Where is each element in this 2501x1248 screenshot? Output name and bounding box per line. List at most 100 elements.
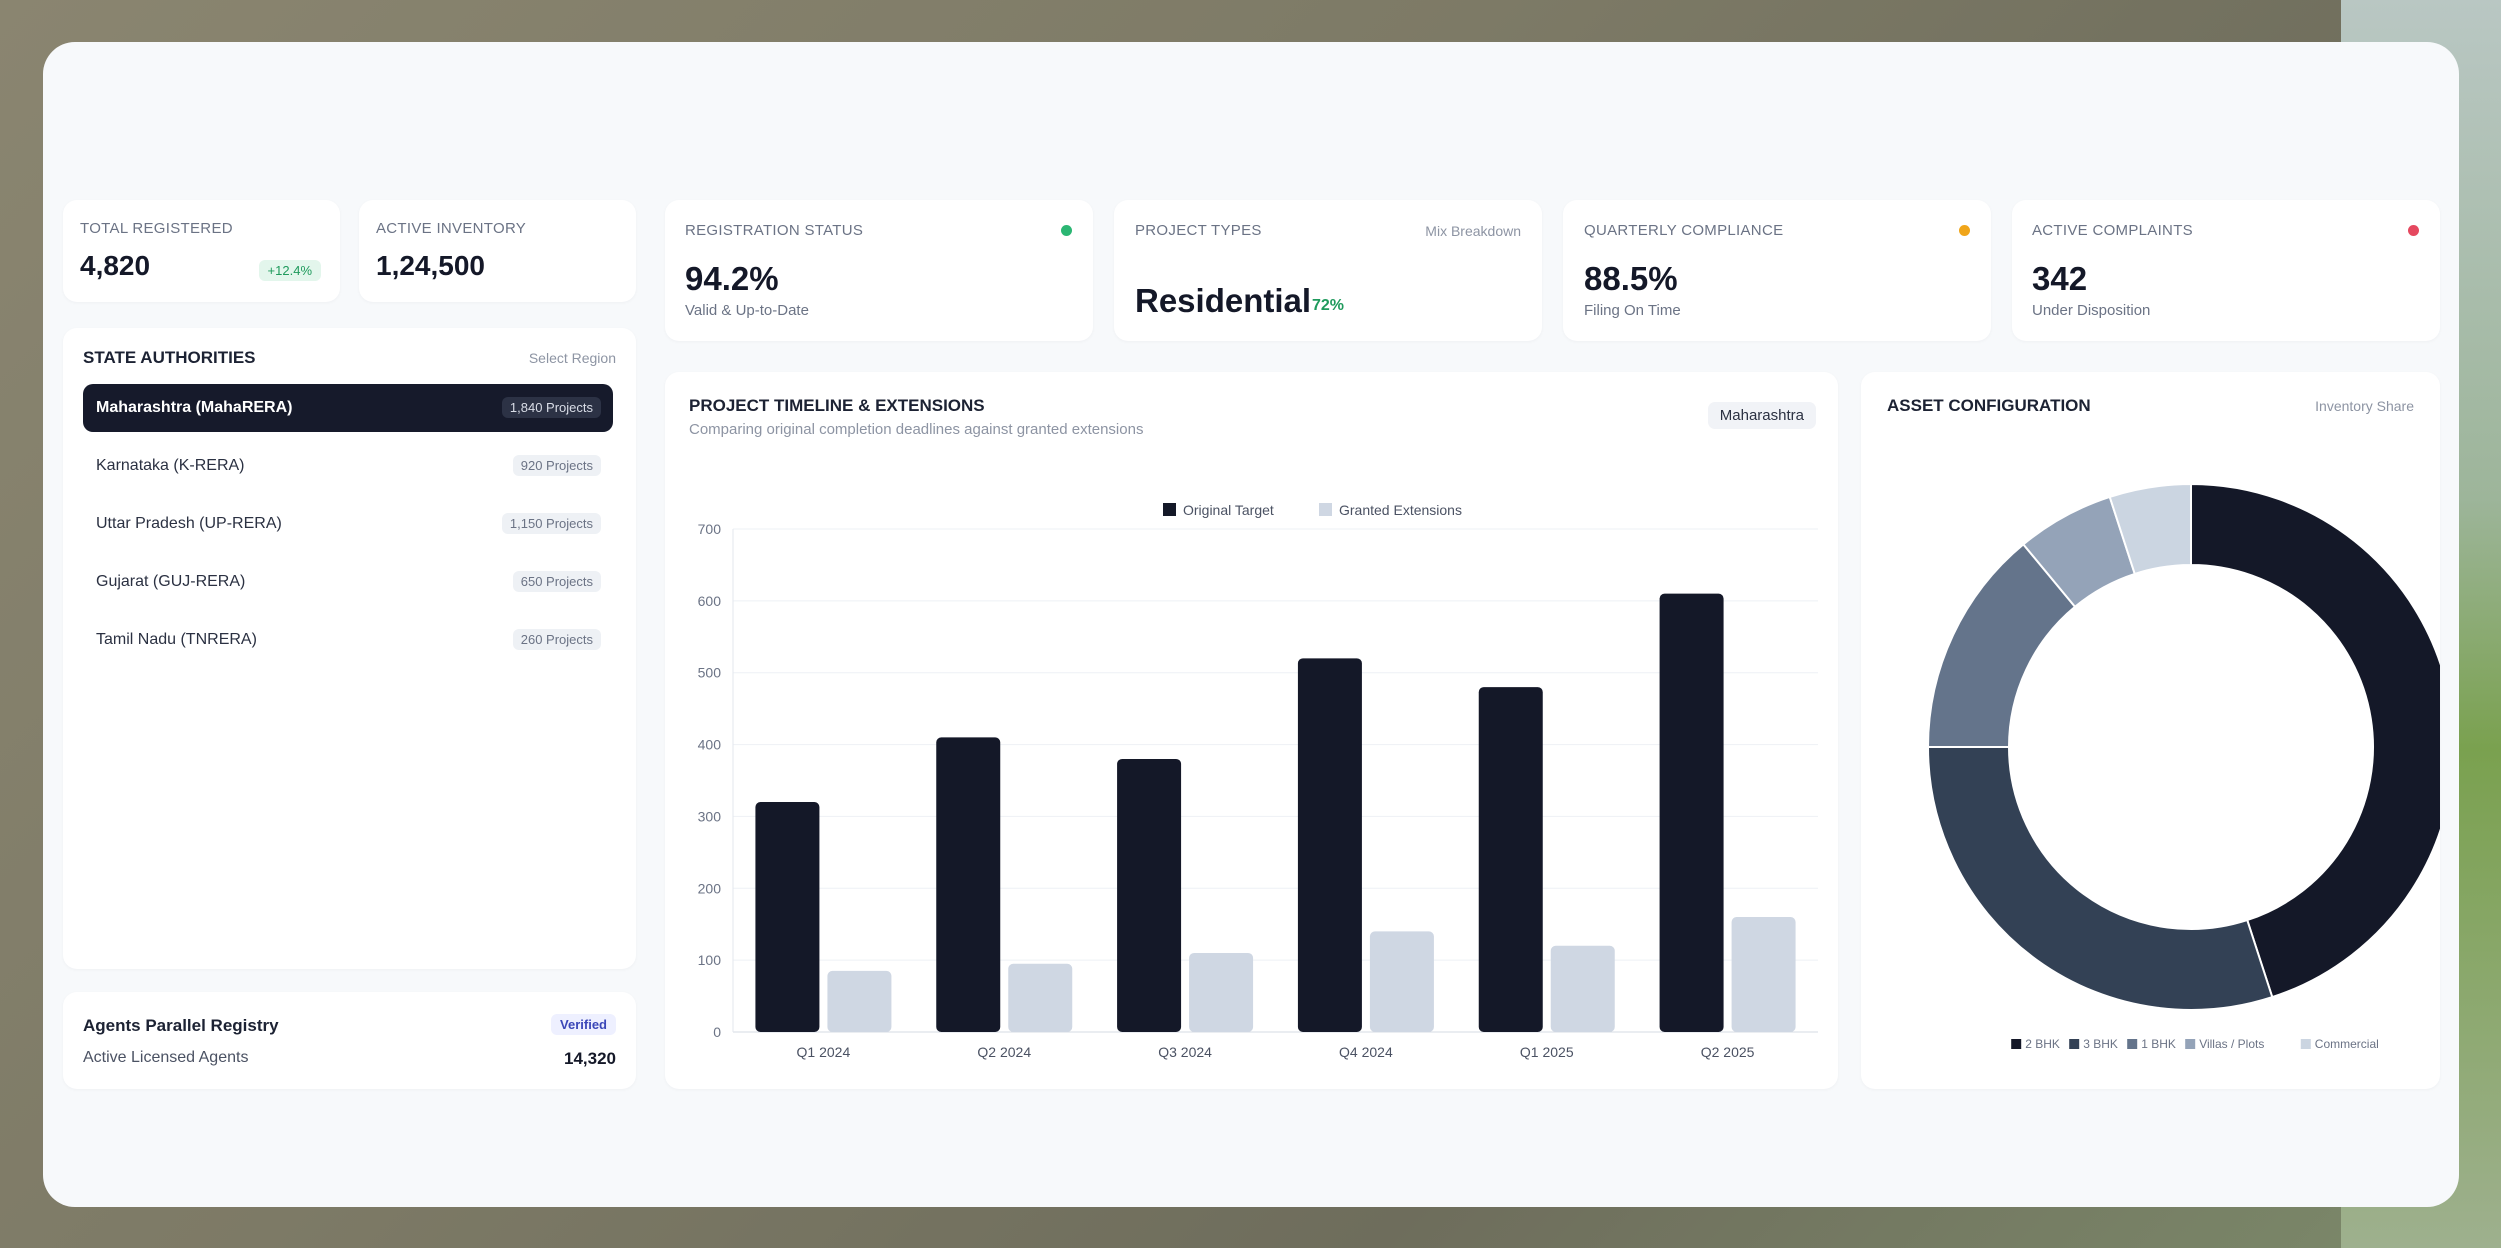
kpi-value: 88.5%: [1584, 260, 1678, 297]
legend-swatch: [2300, 1039, 2311, 1049]
bar-original-target: [936, 737, 1001, 1032]
legend-swatch: [2069, 1039, 2080, 1049]
kpi-label: PROJECT TYPES: [1135, 222, 1262, 239]
legend-swatch: [2127, 1039, 2138, 1049]
state-name: Karnataka (K-RERA): [96, 457, 245, 474]
chart-legend: Original Target Granted Extensions: [1163, 502, 1462, 518]
growth-badge: +12.4%: [258, 260, 321, 281]
project-timeline-card: PROJECT TIMELINE & EXTENSIONS Comparing …: [665, 372, 1838, 1089]
project-count-badge: 650 Projects: [512, 571, 601, 592]
state-name: Uttar Pradesh (UP-RERA): [96, 515, 282, 532]
agents-label: Active Licensed Agents: [83, 1049, 249, 1066]
bar-granted-extensions: [1189, 952, 1254, 1032]
donut-slice: [2108, 482, 2192, 576]
asset-donut-chart: 2 BHK 3 BHK 1 BHK Villas / Plots Commercial: [1926, 482, 2440, 1051]
project-count-badge: 260 Projects: [512, 629, 601, 650]
state-item-tamil-nadu[interactable]: Tamil Nadu (TNRERA) 260 Projects: [83, 616, 613, 664]
bar-original-target: [1659, 593, 1724, 1032]
status-dot: [1061, 225, 1072, 236]
donut-slice: [2190, 482, 2440, 999]
legend-swatch: [1319, 503, 1332, 516]
kpi-label: ACTIVE INVENTORY: [376, 220, 527, 237]
x-tick-label: Q1 2025: [1520, 1044, 1574, 1060]
kpi-value: 4,820: [80, 250, 151, 281]
legend-label: Commercial: [2315, 1037, 2379, 1051]
kpi-label: ACTIVE COMPLAINTS: [2032, 222, 2193, 239]
x-tick-label: Q2 2024: [977, 1044, 1031, 1060]
verified-badge: Verified: [551, 1014, 616, 1035]
donut-title: ASSET CONFIGURATION: [1887, 396, 2091, 415]
select-region-link[interactable]: Select Region: [528, 350, 616, 366]
x-tick-label: Q4 2024: [1339, 1044, 1393, 1060]
donut-slice: [1926, 746, 2274, 1011]
legend-swatch: [1163, 503, 1176, 516]
kpi-value: 1,24,500: [376, 250, 485, 281]
bar-granted-extensions: [1008, 963, 1073, 1032]
kpi-caption: Under Disposition: [2032, 302, 2151, 319]
bar-original-target: [1297, 658, 1362, 1032]
state-name: Gujarat (GUJ-RERA): [96, 573, 246, 590]
bar-original-target: [1478, 687, 1543, 1032]
y-tick-label: 700: [698, 521, 722, 537]
project-count-badge: 1,150 Projects: [501, 513, 601, 534]
state-name: Maharashtra (MahaRERA): [96, 399, 293, 416]
kpi-label: REGISTRATION STATUS: [685, 222, 864, 239]
kpi-total-registered: TOTAL REGISTERED 4,820 +12.4%: [63, 200, 340, 302]
state-item-maharashtra[interactable]: Maharashtra (MahaRERA) 1,840 Projects: [83, 384, 613, 432]
kpi-value: 94.2%: [685, 260, 779, 297]
agents-value: 14,320: [564, 1049, 616, 1068]
y-tick-label: 600: [698, 593, 722, 609]
bar-granted-extensions: [827, 970, 892, 1032]
status-dot: [2408, 225, 2419, 236]
mix-breakdown-label: Mix Breakdown: [1425, 223, 1521, 239]
state-name: Tamil Nadu (TNRERA): [96, 631, 257, 648]
x-tick-label: Q3 2024: [1158, 1044, 1212, 1060]
kpi-value: Residential: [1135, 282, 1312, 319]
status-dot: [1959, 225, 1970, 236]
bar-granted-extensions: [1369, 931, 1434, 1032]
agents-registry-card: Agents Parallel Registry Verified Active…: [63, 992, 636, 1089]
inventory-share-label: Inventory Share: [2315, 398, 2414, 414]
kpi-value: 342: [2032, 260, 2088, 297]
legend-label: 1 BHK: [2141, 1037, 2176, 1051]
kpi-percent: 72%: [1312, 297, 1345, 314]
agents-title: Agents Parallel Registry: [83, 1016, 279, 1035]
y-tick-label: 500: [698, 665, 722, 681]
kpi-registration-status: REGISTRATION STATUS 94.2% Valid & Up-to-…: [665, 200, 1093, 341]
legend-label: Original Target: [1183, 502, 1274, 518]
chart-subtitle: Comparing original completion deadlines …: [689, 421, 1144, 438]
chart-title: PROJECT TIMELINE & EXTENSIONS: [689, 396, 985, 415]
y-tick-label: 300: [698, 808, 722, 824]
project-count-badge: 1,840 Projects: [501, 397, 601, 418]
state-item-gujarat[interactable]: Gujarat (GUJ-RERA) 650 Projects: [83, 558, 613, 606]
dashboard-frame: TOTAL REGISTERED 4,820 +12.4% ACTIVE INV…: [43, 42, 2459, 1207]
kpi-label: TOTAL REGISTERED: [80, 220, 233, 237]
state-item-uttar-pradesh[interactable]: Uttar Pradesh (UP-RERA) 1,150 Projects: [83, 500, 613, 548]
legend-label: 3 BHK: [2083, 1037, 2118, 1051]
state-item-karnataka[interactable]: Karnataka (K-RERA) 920 Projects: [83, 442, 613, 490]
bar-original-target: [755, 802, 820, 1032]
kpi-label: QUARTERLY COMPLIANCE: [1584, 222, 1784, 239]
y-tick-label: 400: [698, 737, 722, 753]
state-authorities-panel: STATE AUTHORITIES Select Region Maharash…: [63, 328, 636, 969]
x-tick-label: Q1 2024: [797, 1044, 851, 1060]
legend-label: Villas / Plots: [2199, 1037, 2264, 1051]
region-selector[interactable]: Maharashtra: [1707, 402, 1816, 429]
timeline-bar-chart: Original Target Granted Extensions 0 100 200…: [698, 502, 1818, 1060]
donut-legend: 2 BHK 3 BHK 1 BHK Villas / Plots Commercial: [2011, 1037, 2379, 1051]
kpi-active-inventory: ACTIVE INVENTORY 1,24,500: [359, 200, 636, 302]
panel-title: STATE AUTHORITIES: [83, 348, 256, 367]
kpi-caption: Valid & Up-to-Date: [685, 302, 809, 319]
asset-configuration-card: ASSET CONFIGURATION Inventory Share 2 BH…: [1861, 372, 2440, 1089]
legend-swatch: [2011, 1039, 2022, 1049]
bar-original-target: [1117, 758, 1182, 1032]
project-count-badge: 920 Projects: [512, 455, 601, 476]
x-tick-label: Q2 2025: [1701, 1044, 1755, 1060]
legend-swatch: [2185, 1039, 2196, 1049]
bar-granted-extensions: [1731, 917, 1796, 1032]
kpi-project-types: PROJECT TYPES Mix Breakdown Residential …: [1114, 200, 1542, 341]
y-tick-label: 0: [713, 1024, 721, 1040]
kpi-caption: Filing On Time: [1584, 302, 1681, 319]
y-tick-label: 200: [698, 880, 722, 896]
bar-granted-extensions: [1550, 945, 1615, 1032]
